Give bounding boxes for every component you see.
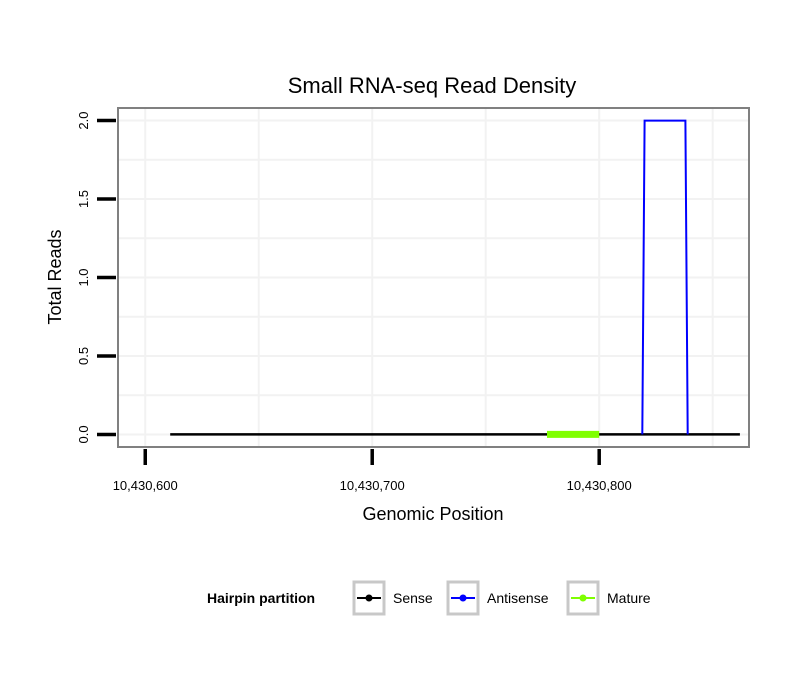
legend-label: Mature (607, 590, 651, 606)
legend-item-sense: Sense (352, 580, 433, 616)
legend-key-point (459, 594, 467, 602)
legend-key-point (365, 594, 373, 602)
legend-label: Antisense (487, 590, 549, 606)
series-layer (170, 119, 740, 438)
y-axis-title: Total Reads (45, 229, 65, 324)
plot-panel-border (117, 107, 750, 448)
x-tick-label: 10,430,600 (113, 478, 178, 493)
x-axis: 10,430,600 10,430,700 10,430,800 (113, 449, 632, 493)
grid-lines (118, 108, 749, 447)
legend: Hairpin partition Sense Antisense Mature (207, 580, 651, 616)
x-tick-label: 10,430,800 (567, 478, 632, 493)
legend-key-point (579, 594, 587, 602)
y-axis: 0.0 0.5 1.0 1.5 2.0 (76, 112, 116, 443)
series-line-antisense (641, 119, 689, 435)
y-tick-label: 1.5 (76, 190, 91, 208)
y-tick-label: 0.0 (76, 425, 91, 443)
legend-label: Sense (393, 590, 433, 606)
y-tick-label: 1.0 (76, 268, 91, 286)
y-tick-label: 0.5 (76, 347, 91, 365)
legend-item-antisense: Antisense (446, 580, 549, 616)
y-tick-label: 2.0 (76, 112, 91, 130)
x-axis-title: Genomic Position (362, 504, 503, 524)
chart-title: Small RNA-seq Read Density (288, 73, 577, 98)
x-tick-label: 10,430,700 (340, 478, 405, 493)
legend-title: Hairpin partition (207, 590, 315, 606)
legend-item-mature: Mature (566, 580, 651, 616)
